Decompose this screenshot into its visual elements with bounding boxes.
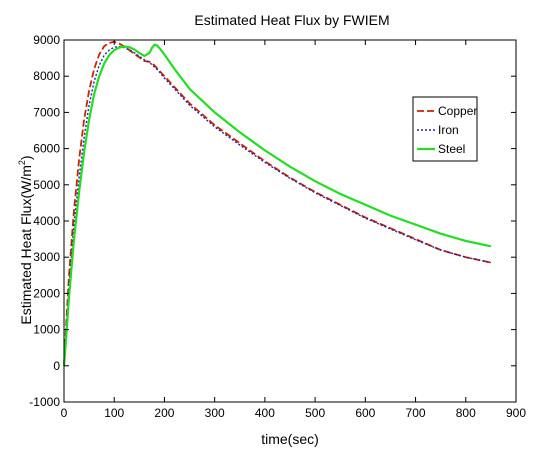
x-tick-label: 400 — [255, 406, 275, 420]
y-tick-label: 4000 — [33, 214, 60, 228]
y-tick-label: 7000 — [33, 105, 60, 119]
y-axis-label-main: Estimated Heat Flux(W/m — [18, 165, 34, 324]
x-tick-label: 200 — [154, 406, 174, 420]
x-axis-label: time(sec) — [261, 431, 319, 447]
x-tick-label: 600 — [355, 406, 375, 420]
legend-label-copper: Copper — [438, 104, 477, 118]
chart-title: Estimated Heat Flux by FWIEM — [194, 12, 389, 28]
y-tick-label: -1000 — [29, 395, 60, 409]
x-tick-label: 300 — [205, 406, 225, 420]
y-tick-label: 5000 — [33, 178, 60, 192]
x-tick-label: 700 — [406, 406, 426, 420]
x-tick-label: 0 — [61, 406, 68, 420]
x-tick-label: 800 — [456, 406, 476, 420]
y-axis-label-superscript: 2 — [17, 160, 27, 165]
y-tick-label: 8000 — [33, 69, 60, 83]
x-tick-label: 900 — [506, 406, 526, 420]
series-line-steel — [62, 43, 492, 366]
legend-label-steel: Steel — [438, 142, 465, 156]
y-tick-label: 1000 — [33, 323, 60, 337]
y-tick-label: 2000 — [33, 286, 60, 300]
legend-box — [412, 96, 478, 162]
series-line-iron — [63, 45, 492, 366]
y-tick-label: 3000 — [33, 250, 60, 264]
plot-area: 0 100 200 300 400 500 600 700 800 900-10000100020… — [29, 33, 526, 420]
x-tick-label: 500 — [305, 406, 325, 420]
y-axis-label: Estimated Heat Flux(W/m2) — [17, 155, 34, 324]
y-tick-label: 0 — [53, 359, 60, 373]
y-tick-label: 6000 — [33, 142, 60, 156]
legend-label-iron: Iron — [438, 123, 459, 137]
y-tick-label: 9000 — [33, 33, 60, 47]
y-axis-label-close: ) — [18, 155, 34, 160]
x-tick-label: 100 — [104, 406, 124, 420]
